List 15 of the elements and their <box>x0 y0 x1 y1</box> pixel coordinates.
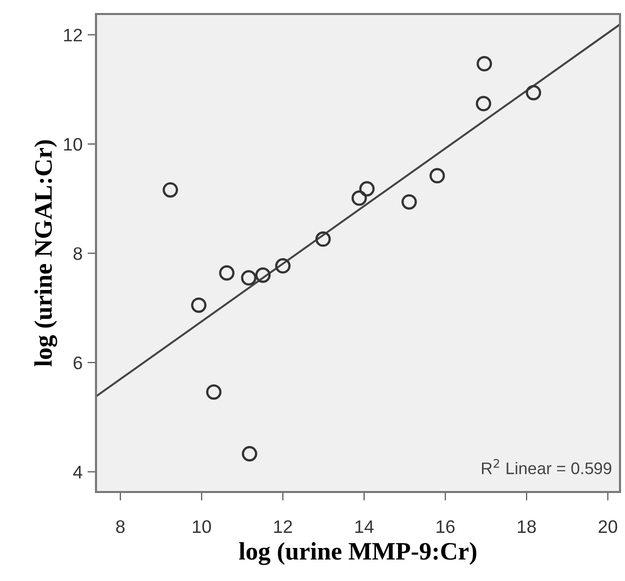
annotation: R$^{2}$ Linear = 0.599 <box>482 459 612 474</box>
x-tick-label: 12 <box>274 520 292 533</box>
y-tick-label: 6 <box>74 356 82 370</box>
x-tick-label: 10 <box>192 520 211 534</box>
y-axis-title: log (urine NGAL:Cr) <box>34 140 58 366</box>
y-tick-label: 8 <box>74 247 82 260</box>
x-tick-label: 16 <box>436 520 455 534</box>
x-tick-label: 14 <box>355 520 374 533</box>
x-tick-label: 8 <box>116 520 125 534</box>
y-tick-label: 4 <box>73 466 82 478</box>
y-tick-label: 12 <box>64 28 82 42</box>
x-tick-label: 18 <box>518 520 536 534</box>
x-axis-title: log (urine MMP-9:Cr) <box>239 542 476 566</box>
y-tick-label: 10 <box>64 138 82 151</box>
x-tick-label: 20 <box>598 520 618 534</box>
